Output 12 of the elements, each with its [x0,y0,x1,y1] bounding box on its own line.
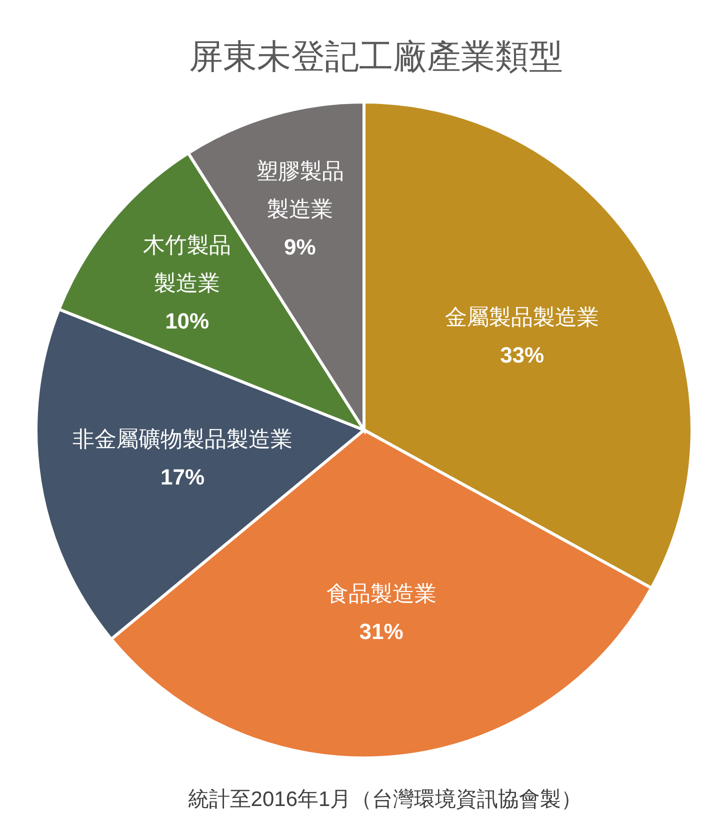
data-label: 9% [284,234,316,260]
data-label: 31% [359,618,404,644]
slice-label: 塑膠製品製造業 [256,158,344,222]
chart-title: 屏東未登記工廠產業類型 [189,39,563,76]
slice-label: 食品製造業 [326,580,436,606]
text: 統計至2016年1月（台灣環境資訊協會製） [188,788,582,811]
slice-label: 非金屬礦物製品製造業 [72,426,293,452]
slice-label: 木竹製品製造業 [143,232,232,296]
data-label: 33% [500,342,544,368]
slice-label: 金屬製品製造業 [445,304,600,330]
data-label: 17% [160,464,205,490]
data-label: 10% [165,308,210,334]
